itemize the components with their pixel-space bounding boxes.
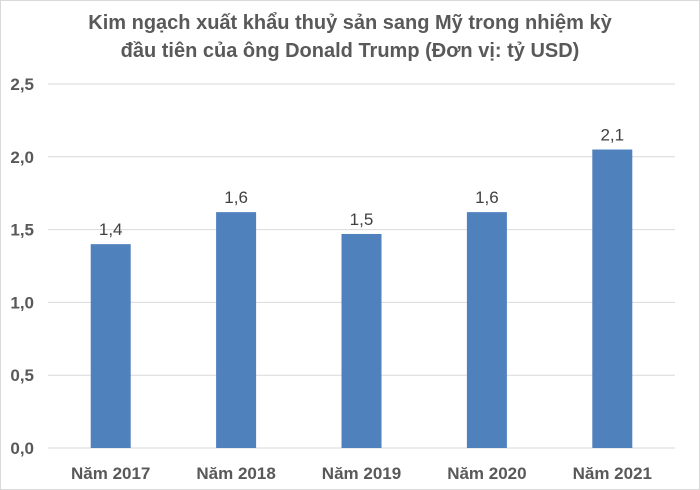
bar [341,233,382,448]
data-label: 1,5 [350,210,374,229]
y-tick-label: 1,0 [10,293,34,312]
data-label: 2,1 [600,126,624,145]
y-tick-label: 0,5 [10,366,34,385]
data-label: 1,6 [224,188,248,207]
x-tick-label: Năm 2019 [322,464,401,483]
y-tick-label: 0,0 [10,439,34,458]
x-tick-label: Năm 2021 [573,464,652,483]
y-tick-label: 2,0 [10,148,34,167]
bar [466,212,507,448]
data-label: 1,4 [99,220,123,239]
x-tick-label: Năm 2020 [447,464,526,483]
chart-title-line-1: Kim ngạch xuất khẩu thuỷ sản sang Mỹ tro… [88,12,612,34]
data-label: 1,6 [475,188,499,207]
bar [90,244,131,448]
x-tick-label: Năm 2017 [71,464,150,483]
y-tick-label: 2,5 [10,75,34,94]
bar [216,212,257,448]
bar [592,149,633,448]
y-tick-label: 1,5 [10,221,34,240]
chart-title-line-2: đầu tiên của ông Donald Trump (Đơn vị: t… [120,40,580,62]
x-tick-label: Năm 2018 [196,464,275,483]
chart-title: Kim ngạch xuất khẩu thuỷ sản sang Mỹ tro… [1,9,699,65]
